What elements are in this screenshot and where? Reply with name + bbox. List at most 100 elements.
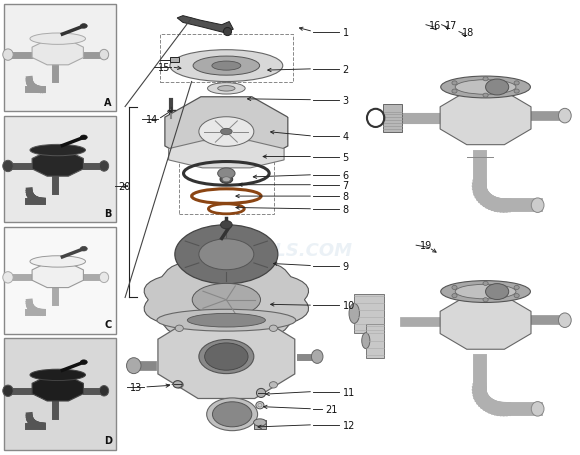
Polygon shape (158, 315, 295, 399)
Text: 3: 3 (343, 96, 349, 106)
Ellipse shape (3, 161, 13, 172)
Ellipse shape (455, 285, 516, 299)
Ellipse shape (253, 419, 266, 426)
Ellipse shape (170, 51, 283, 82)
Ellipse shape (441, 281, 531, 303)
Ellipse shape (223, 28, 231, 36)
Text: INYOPOOLS.COM: INYOPOOLS.COM (182, 241, 353, 259)
Ellipse shape (30, 369, 85, 381)
Text: 15: 15 (158, 63, 170, 73)
Ellipse shape (199, 239, 254, 270)
Ellipse shape (485, 284, 509, 300)
FancyBboxPatch shape (253, 420, 266, 430)
Ellipse shape (559, 109, 571, 124)
Text: 19: 19 (419, 241, 432, 251)
Text: 8: 8 (343, 204, 349, 214)
Text: 16: 16 (429, 20, 442, 30)
Text: 14: 14 (146, 115, 158, 125)
Text: 11: 11 (343, 387, 355, 397)
Ellipse shape (99, 386, 108, 396)
Text: 2: 2 (343, 65, 349, 75)
Ellipse shape (205, 343, 248, 370)
Polygon shape (440, 92, 531, 145)
Ellipse shape (514, 81, 519, 86)
Ellipse shape (483, 298, 488, 302)
Ellipse shape (452, 286, 457, 290)
Text: 9: 9 (343, 261, 349, 271)
Ellipse shape (559, 313, 571, 328)
Ellipse shape (99, 50, 108, 61)
Text: 18: 18 (462, 27, 474, 37)
Ellipse shape (175, 225, 278, 284)
Text: 20: 20 (118, 182, 130, 192)
Text: 10: 10 (343, 301, 355, 310)
Ellipse shape (30, 256, 85, 268)
FancyBboxPatch shape (3, 5, 117, 112)
Ellipse shape (452, 81, 457, 86)
Ellipse shape (483, 282, 488, 286)
Text: 4: 4 (343, 132, 349, 142)
FancyBboxPatch shape (169, 58, 179, 63)
FancyBboxPatch shape (3, 228, 117, 334)
Ellipse shape (452, 294, 457, 298)
Ellipse shape (269, 325, 277, 332)
Text: 13: 13 (130, 382, 143, 392)
Ellipse shape (452, 90, 457, 94)
Ellipse shape (256, 389, 266, 398)
Ellipse shape (256, 402, 264, 409)
Text: 1: 1 (343, 27, 349, 37)
Ellipse shape (531, 198, 544, 213)
Text: 8: 8 (343, 192, 349, 202)
Text: A: A (104, 97, 112, 107)
Ellipse shape (483, 78, 488, 81)
Polygon shape (32, 263, 84, 288)
Polygon shape (440, 296, 531, 349)
Ellipse shape (311, 350, 323, 364)
FancyBboxPatch shape (3, 339, 117, 450)
Ellipse shape (212, 62, 241, 71)
Text: 5: 5 (343, 152, 349, 162)
Ellipse shape (218, 168, 235, 179)
Ellipse shape (218, 86, 235, 92)
Text: 21: 21 (325, 404, 338, 414)
FancyBboxPatch shape (366, 324, 385, 358)
Polygon shape (144, 257, 309, 344)
Ellipse shape (220, 176, 233, 184)
FancyBboxPatch shape (383, 105, 402, 132)
Ellipse shape (3, 272, 13, 283)
Ellipse shape (30, 34, 85, 45)
Ellipse shape (514, 294, 519, 298)
Ellipse shape (514, 90, 519, 94)
FancyBboxPatch shape (3, 116, 117, 223)
Ellipse shape (157, 309, 296, 331)
Text: 12: 12 (343, 420, 355, 430)
Text: 6: 6 (343, 170, 349, 180)
Ellipse shape (199, 117, 254, 147)
Polygon shape (32, 376, 84, 401)
FancyBboxPatch shape (354, 294, 385, 333)
Ellipse shape (220, 129, 232, 136)
Ellipse shape (222, 177, 230, 182)
Text: D: D (104, 435, 112, 445)
Ellipse shape (485, 80, 509, 96)
Ellipse shape (80, 360, 87, 364)
Ellipse shape (362, 333, 370, 349)
Ellipse shape (30, 145, 85, 157)
Ellipse shape (269, 382, 277, 388)
Ellipse shape (3, 385, 13, 397)
Ellipse shape (208, 83, 245, 95)
Ellipse shape (199, 340, 254, 374)
Ellipse shape (80, 247, 87, 252)
Text: 17: 17 (445, 20, 458, 30)
Ellipse shape (531, 402, 544, 416)
Ellipse shape (441, 77, 531, 99)
Polygon shape (32, 41, 84, 66)
Text: C: C (104, 319, 112, 329)
Ellipse shape (99, 273, 108, 283)
Text: 7: 7 (343, 180, 349, 190)
Ellipse shape (175, 382, 183, 388)
Ellipse shape (173, 381, 182, 388)
Polygon shape (169, 142, 284, 168)
Text: B: B (104, 208, 112, 218)
Ellipse shape (483, 94, 488, 98)
